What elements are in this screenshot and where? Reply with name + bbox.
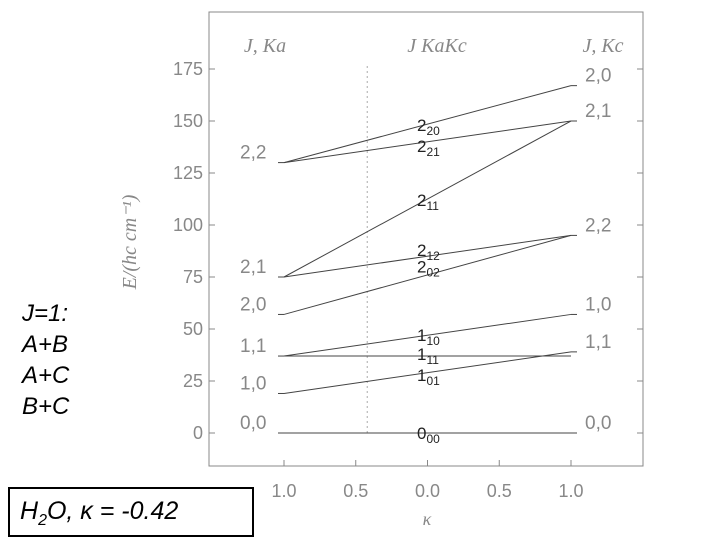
left-level-label: 2,1 bbox=[240, 257, 266, 278]
y-axis: 0 25 50 75 100 125 150 175 bbox=[173, 59, 643, 443]
y-axis-label: E/(hc cm⁻¹) bbox=[119, 194, 141, 290]
plot-frame bbox=[208, 11, 644, 467]
right-level-label: 1,0 bbox=[585, 294, 611, 315]
state-label-0-00: 000 bbox=[417, 424, 440, 446]
right-level-label: 2,2 bbox=[585, 215, 611, 236]
header-right: J, Kc bbox=[582, 35, 623, 57]
header-left: J, Ka bbox=[244, 35, 286, 57]
correlation-line-2-20 bbox=[283, 85, 572, 164]
y-tick-label: 100 bbox=[173, 215, 203, 235]
correlation-line-1-01 bbox=[283, 351, 572, 394]
right-level-label: 2,0 bbox=[585, 66, 611, 87]
left-level-label: 0,0 bbox=[240, 413, 266, 434]
left-level-labels: 0,0 1,0 1,1 2,0 2,1 2,2 bbox=[240, 143, 266, 434]
x-axis-label: κ bbox=[423, 509, 432, 529]
sidebar-notes: J=1: A+B A+C B+C bbox=[22, 298, 112, 422]
state-label-2-02: 202 bbox=[417, 258, 440, 280]
molecule-box: H2O, κ = -0.42 bbox=[8, 487, 254, 537]
left-level-label: 2,0 bbox=[240, 294, 266, 315]
right-level-labels: 0,0 1,1 1,0 2,2 2,1 2,0 bbox=[585, 66, 611, 434]
y-tick-label: 0 bbox=[193, 423, 203, 443]
left-level-label: 1,1 bbox=[240, 336, 266, 357]
x-tick-label: 1.0 bbox=[271, 481, 296, 501]
state-label-2-21: 221 bbox=[417, 137, 440, 159]
y-tick-label: 150 bbox=[173, 111, 203, 131]
x-axis: 1.0 0.5 0.0 0.5 1.0 bbox=[271, 460, 584, 501]
note-line-3: B+C bbox=[22, 393, 70, 420]
x-tick-label: 0.5 bbox=[343, 481, 368, 501]
correlation-line-2-21 bbox=[283, 120, 572, 164]
molecule-label: H2O, κ = -0.42 bbox=[20, 497, 179, 529]
x-tick-label: 1.0 bbox=[558, 481, 583, 501]
y-tick-label: 25 bbox=[183, 371, 203, 391]
right-level-label: 0,0 bbox=[585, 413, 611, 434]
correlation-line-2-11 bbox=[283, 120, 572, 278]
x-tick-label: 0.0 bbox=[415, 481, 440, 501]
state-label-2-12: 212 bbox=[417, 241, 440, 263]
y-tick-label: 75 bbox=[183, 267, 203, 287]
state-label-1-01: 101 bbox=[417, 366, 440, 388]
state-label-1-11: 111 bbox=[417, 345, 439, 367]
correlation-line-2-12 bbox=[283, 234, 572, 278]
right-level-label: 2,1 bbox=[585, 101, 611, 122]
y-tick-label: 50 bbox=[183, 319, 203, 339]
correlation-line-2-02 bbox=[283, 234, 572, 315]
note-line-0: J=1: bbox=[22, 300, 69, 327]
x-tick-label: 0.5 bbox=[487, 481, 512, 501]
note-line-1: A+B bbox=[22, 331, 69, 358]
state-label-2-11: 211 bbox=[417, 191, 439, 213]
correlation-lines bbox=[278, 85, 577, 434]
note-line-2: A+C bbox=[22, 362, 70, 389]
left-level-label: 2,2 bbox=[240, 143, 266, 164]
state-label-2-20: 220 bbox=[417, 116, 440, 138]
y-tick-label: 175 bbox=[173, 59, 203, 79]
correlation-line-1-10 bbox=[283, 313, 572, 357]
y-tick-label: 125 bbox=[173, 163, 203, 183]
state-label-1-10: 110 bbox=[417, 326, 440, 348]
header-middle: J KaKc bbox=[407, 35, 467, 57]
right-level-label: 1,1 bbox=[585, 332, 611, 353]
left-level-label: 1,0 bbox=[240, 373, 266, 394]
